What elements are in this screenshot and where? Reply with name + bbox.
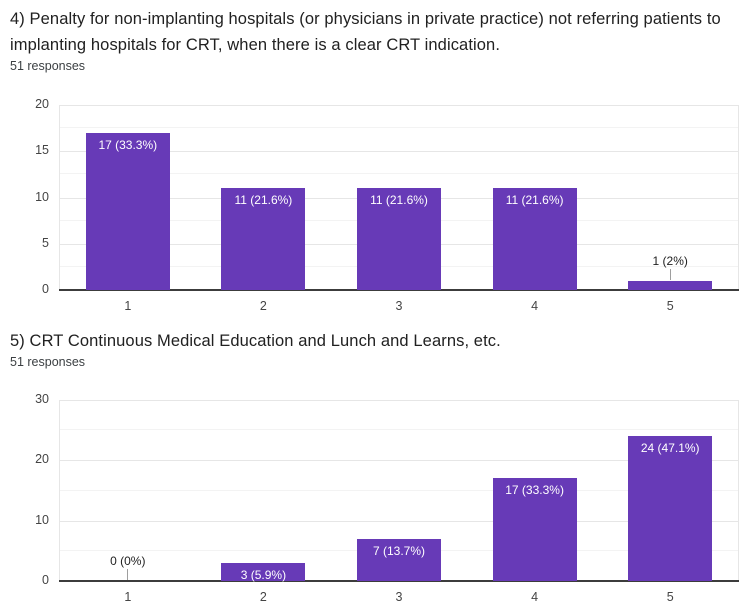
bar-value-label: 1 (2%) <box>652 253 688 268</box>
bar <box>628 436 713 581</box>
question-4-response-count: 51 responses <box>10 59 86 73</box>
y-axis-label: 10 <box>35 189 49 204</box>
x-axis-label: 3 <box>395 590 403 604</box>
y-axis-label: 0 <box>42 282 49 296</box>
bar <box>357 538 441 581</box>
question-4-title-line-1: 4) Penalty for non-implanting hospitals … <box>10 10 721 28</box>
y-axis-label: 20 <box>35 97 49 111</box>
bar-label-connector-line <box>127 569 129 580</box>
x-axis-baseline <box>59 580 739 582</box>
bar <box>221 562 306 581</box>
bar-value-label: 3 (5.9%) <box>240 567 287 582</box>
bar <box>492 478 577 581</box>
x-axis-label: 3 <box>395 299 403 313</box>
bar-value-label: 0 (0%) <box>110 554 146 568</box>
x-axis-label: 1 <box>124 299 132 313</box>
x-axis-label: 2 <box>259 590 267 604</box>
bar-value-label: 17 (33.3%) <box>505 483 564 498</box>
major-gridline <box>60 151 738 153</box>
question-5-bar-chart: 0 10 20 30 0 (0%) 1 3 (5.9%) 2 7 (13.7%) 3 17 (33.… <box>35 392 739 604</box>
x-axis-label: 4 <box>531 299 539 313</box>
question-4-title-line-2: implanting hospitals for CRT, when there… <box>10 36 501 54</box>
bar-label-connector-line <box>669 268 671 280</box>
major-gridline <box>60 105 738 106</box>
question-5-response-count: 51 responses <box>10 355 86 369</box>
bar-value-label: 17 (33.3%) <box>98 137 158 152</box>
x-axis-label: 4 <box>531 590 539 604</box>
bar-value-label: 11 (21.6%) <box>370 193 428 208</box>
bar <box>85 132 170 290</box>
bar-value-label: 11 (21.6%) <box>234 193 293 208</box>
bar <box>357 188 441 290</box>
x-axis-label: 5 <box>666 299 674 313</box>
y-axis-label: 20 <box>35 452 49 467</box>
x-axis-label: 5 <box>666 590 674 604</box>
y-axis-label: 5 <box>42 235 49 250</box>
bar-value-label: 11 (21.6%) <box>505 193 564 208</box>
bar <box>492 188 577 290</box>
question-4-title: 4) Penalty for non-implanting hospitals … <box>10 6 740 58</box>
y-axis-label: 0 <box>42 573 49 587</box>
question-4-bar-chart: 0 5 10 15 20 17 (33.3%) 1 11 (21.6%) 2 11 (21.6%)… <box>35 97 739 313</box>
bar-value-label: 7 (13.7%) <box>372 543 426 558</box>
bar <box>221 188 306 290</box>
y-axis-label: 10 <box>35 512 49 527</box>
minor-gridline <box>60 429 738 431</box>
minor-gridline <box>60 127 738 129</box>
y-axis-label: 15 <box>35 143 49 158</box>
question-5-title: 5) CRT Continuous Medical Education and … <box>10 328 740 354</box>
minor-gridline <box>60 173 738 175</box>
bar <box>628 280 713 290</box>
major-gridline <box>60 520 738 522</box>
x-axis-label: 1 <box>124 590 132 604</box>
bar-value-label: 24 (47.1%) <box>640 441 700 456</box>
question-5-title-line-1: 5) CRT Continuous Medical Education and … <box>10 332 501 350</box>
y-axis-label: 30 <box>35 392 49 406</box>
major-gridline <box>60 460 738 462</box>
minor-gridline <box>60 489 738 491</box>
major-gridline <box>60 400 738 401</box>
x-axis-label: 2 <box>259 299 267 313</box>
x-axis-baseline <box>59 289 739 291</box>
